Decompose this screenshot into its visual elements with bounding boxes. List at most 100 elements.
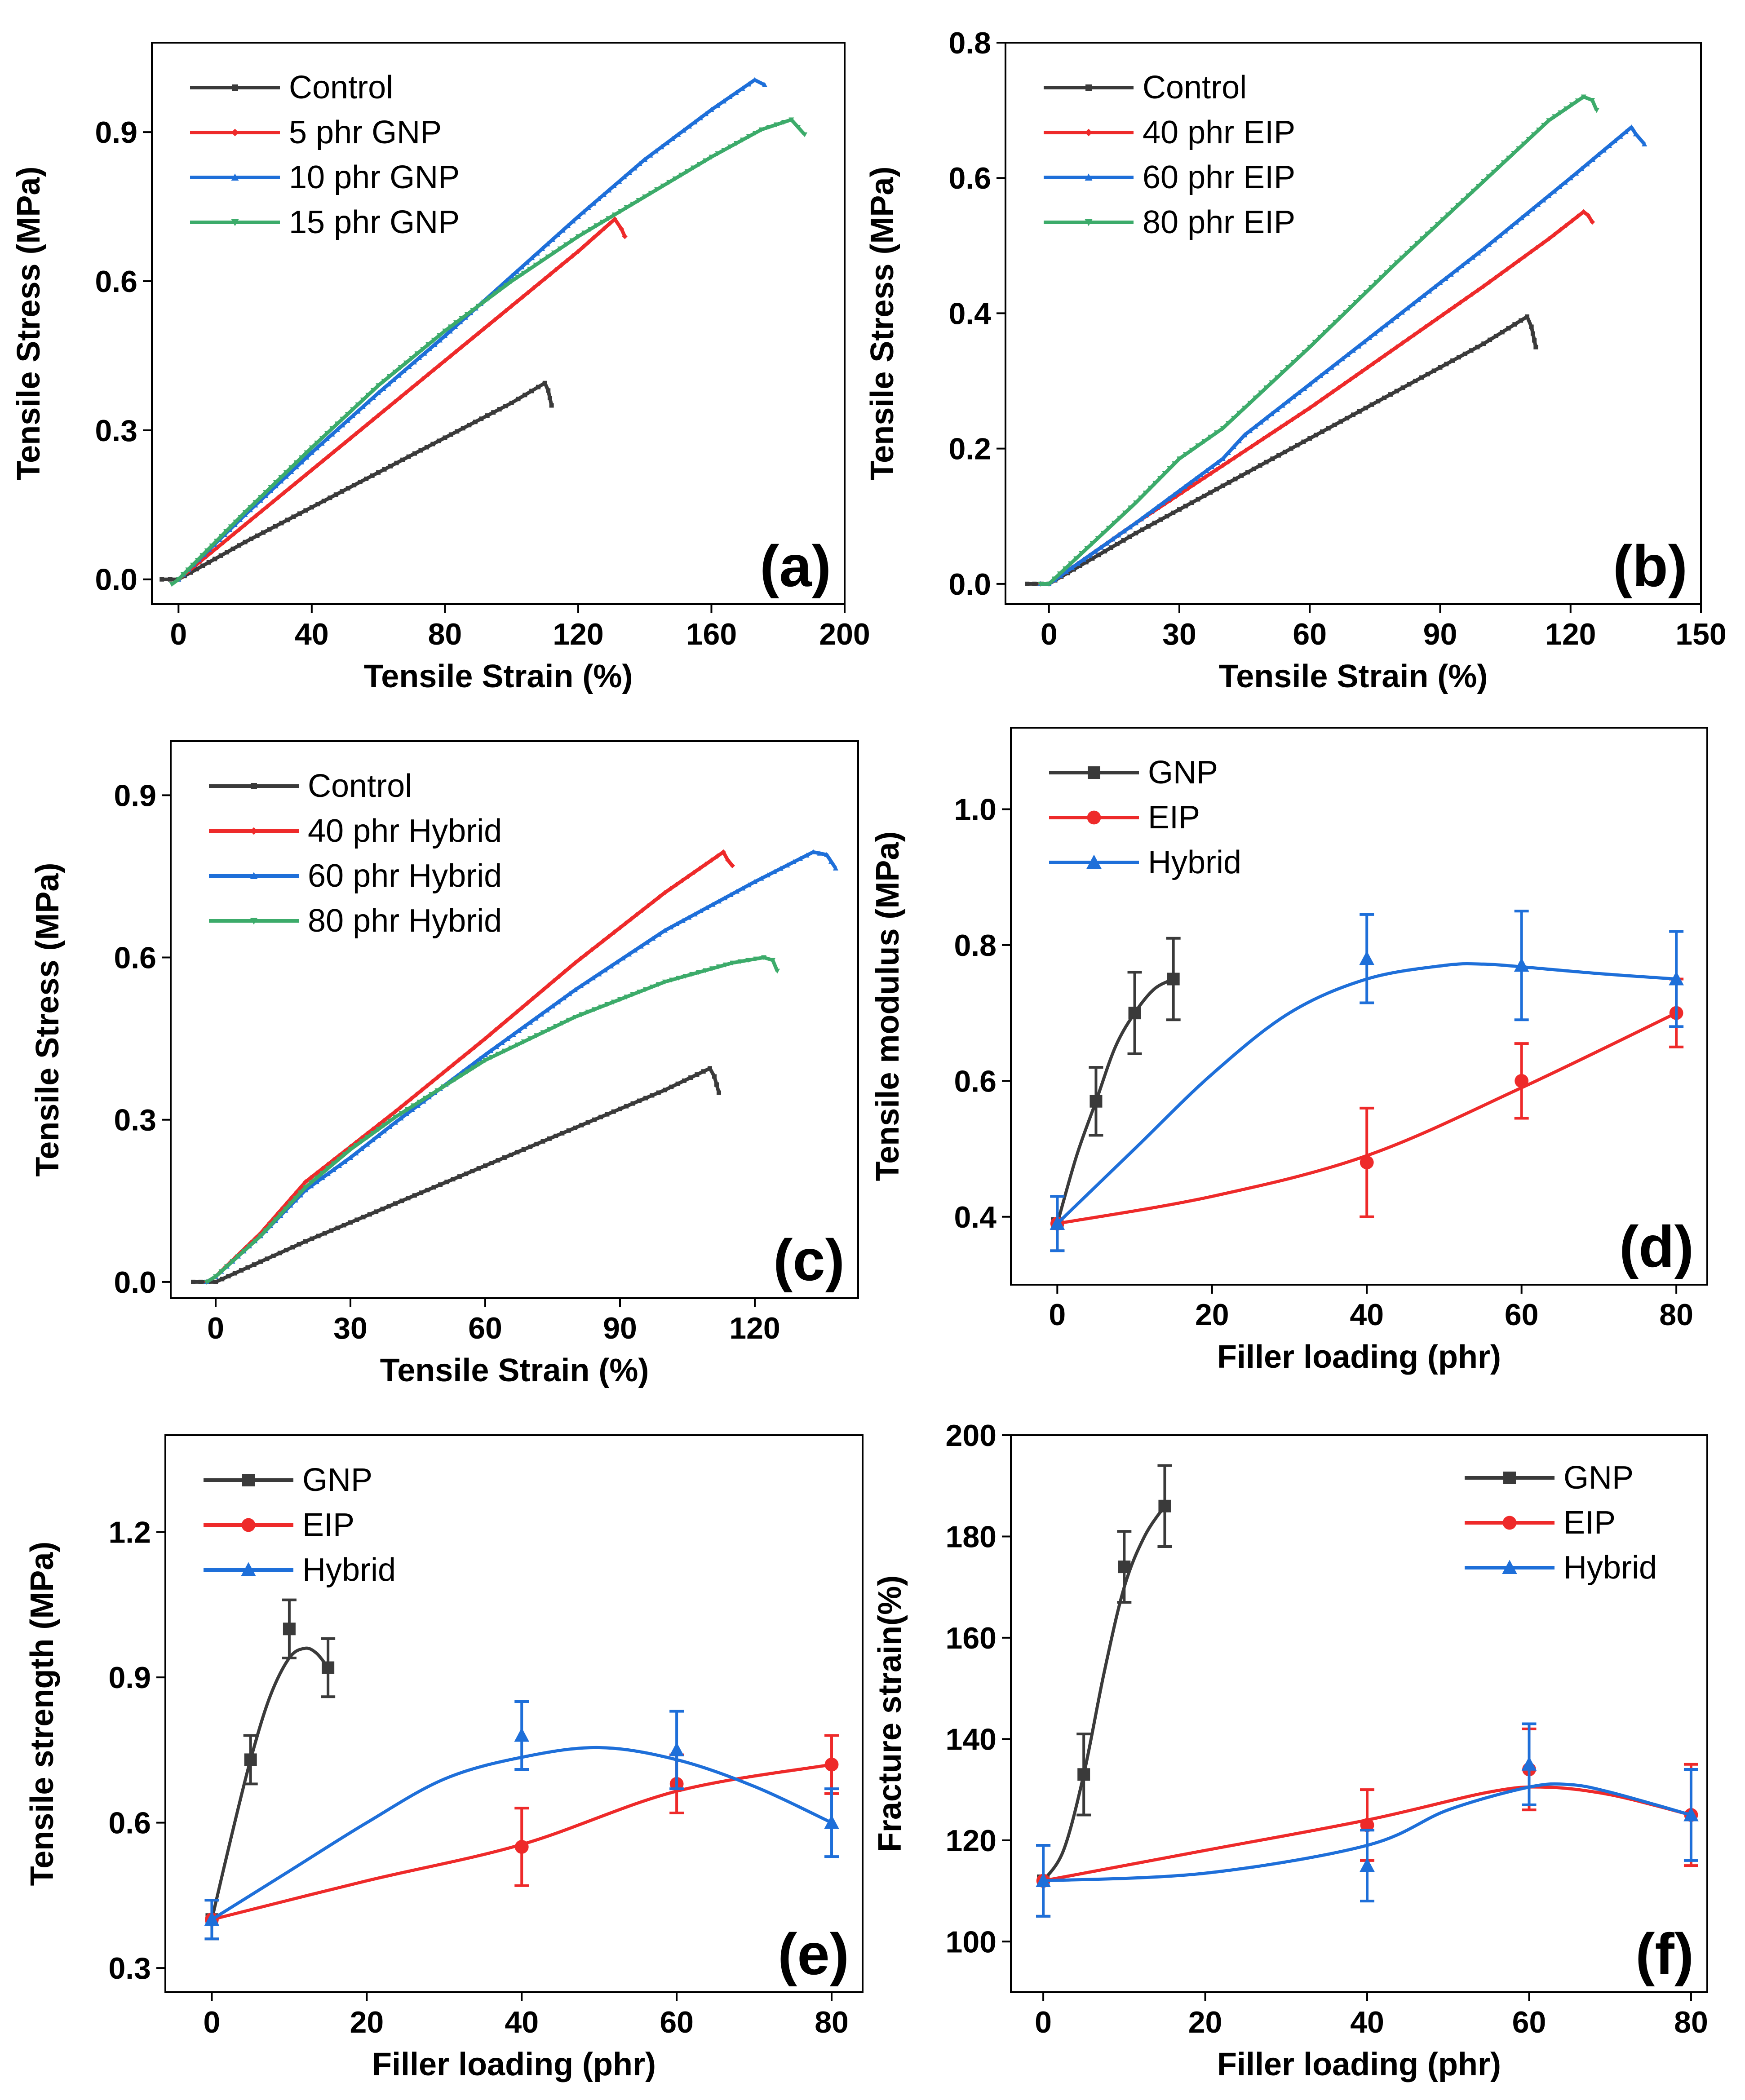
data-point: [314, 1176, 319, 1181]
data-point: [1084, 560, 1089, 565]
data-point: [708, 1066, 712, 1071]
data-point: [611, 1109, 616, 1114]
data-point: [328, 495, 332, 500]
data-point: [1104, 540, 1110, 546]
data-point: [337, 1157, 342, 1162]
legend-marker: [1503, 1472, 1516, 1484]
data-point: [698, 908, 704, 914]
data-point: [1508, 224, 1514, 229]
data-point: [585, 1120, 590, 1125]
data-point: [1330, 389, 1336, 395]
data-point: [485, 413, 490, 418]
data-point: [1189, 500, 1194, 505]
data-point: [529, 389, 534, 393]
data-point: [419, 1087, 425, 1093]
data-point: [247, 1244, 252, 1249]
data-point: [1127, 534, 1132, 539]
data-point: [391, 377, 397, 382]
data-point: [1404, 251, 1410, 256]
data-point: [1152, 481, 1158, 486]
data-point: [204, 548, 210, 553]
data-point: [387, 1124, 393, 1129]
data-point: [406, 363, 412, 369]
data-point: [476, 1166, 481, 1171]
data-point: [663, 1088, 667, 1092]
data-point: [1307, 405, 1313, 411]
data-point: [516, 1027, 522, 1033]
data-point: [314, 1179, 319, 1185]
legend: Control 40 phr Hybrid 60 phr Hybrid 80 phr …: [209, 768, 502, 939]
data-point: [1302, 350, 1307, 355]
data-point: [1320, 429, 1324, 434]
data-point: [1324, 393, 1330, 399]
data-point: [420, 376, 425, 382]
data-point: [331, 449, 337, 455]
data-point: [386, 403, 392, 409]
data-point: [1487, 279, 1493, 285]
data-point: [688, 1075, 693, 1080]
data-point: [1245, 470, 1250, 475]
x-tick-label: 40: [295, 617, 329, 651]
data-point: [509, 303, 514, 309]
data-point: [308, 1175, 314, 1180]
legend-marker: [231, 128, 239, 137]
legend: GNP EIP Hybrid: [1049, 755, 1241, 880]
data-point: [1399, 309, 1405, 315]
data-point: [714, 1082, 719, 1087]
data-point: [1143, 491, 1148, 496]
data-point: [1445, 212, 1451, 218]
data-point: [545, 241, 550, 247]
y-axis-title: Tensile Stress (MPa): [30, 863, 66, 1177]
data-point: [606, 187, 612, 193]
data-point: [1296, 390, 1302, 395]
y-tick-label: 0.0: [114, 1265, 156, 1300]
x-tick-label: 160: [686, 617, 737, 651]
data-point: [703, 968, 708, 973]
data-point: [1569, 218, 1575, 224]
data-point: [1516, 257, 1522, 263]
data-point: [549, 236, 555, 242]
data-point: [534, 1141, 539, 1146]
data-point: [1144, 512, 1150, 517]
data-point: [637, 161, 642, 166]
data-point: [1111, 521, 1117, 526]
data-point: [1558, 110, 1563, 115]
data-point: [709, 966, 715, 972]
legend-label: GNP: [302, 1462, 372, 1498]
data-point: [403, 389, 409, 395]
data-point: [1255, 440, 1261, 446]
data-point: [567, 991, 572, 996]
x-tick-label: 80: [1674, 2005, 1708, 2039]
data-point: [376, 1127, 381, 1132]
data-point: [715, 853, 720, 859]
data-point: [540, 246, 545, 251]
data-point: [1197, 478, 1203, 484]
data-point: [1253, 395, 1258, 401]
data-point: [374, 1209, 379, 1214]
legend-label: GNP: [1148, 755, 1218, 791]
data-point: [233, 519, 239, 525]
data-point: [159, 577, 164, 582]
data-point: [1642, 141, 1648, 146]
data-point: [319, 1171, 325, 1176]
data-point: [457, 1174, 462, 1179]
data-point: [569, 238, 575, 243]
data-point: [608, 963, 614, 968]
data-point: [752, 879, 757, 884]
data-point: [791, 859, 797, 864]
data-point: [560, 227, 566, 233]
data-point: [403, 360, 409, 366]
data-point: [554, 1133, 558, 1138]
data-point: [1233, 477, 1238, 482]
data-point: [697, 865, 703, 871]
data-point: [617, 997, 623, 1002]
data-point: [1530, 331, 1535, 336]
data-point: [320, 458, 326, 464]
data-point: [435, 1074, 441, 1080]
data-point: [1278, 424, 1284, 430]
data-point: [1196, 497, 1200, 502]
legend: GNP EIP Hybrid: [1465, 1460, 1657, 1586]
data-point: [563, 242, 569, 248]
data-point: [1376, 399, 1381, 404]
data-point: [1227, 480, 1231, 485]
